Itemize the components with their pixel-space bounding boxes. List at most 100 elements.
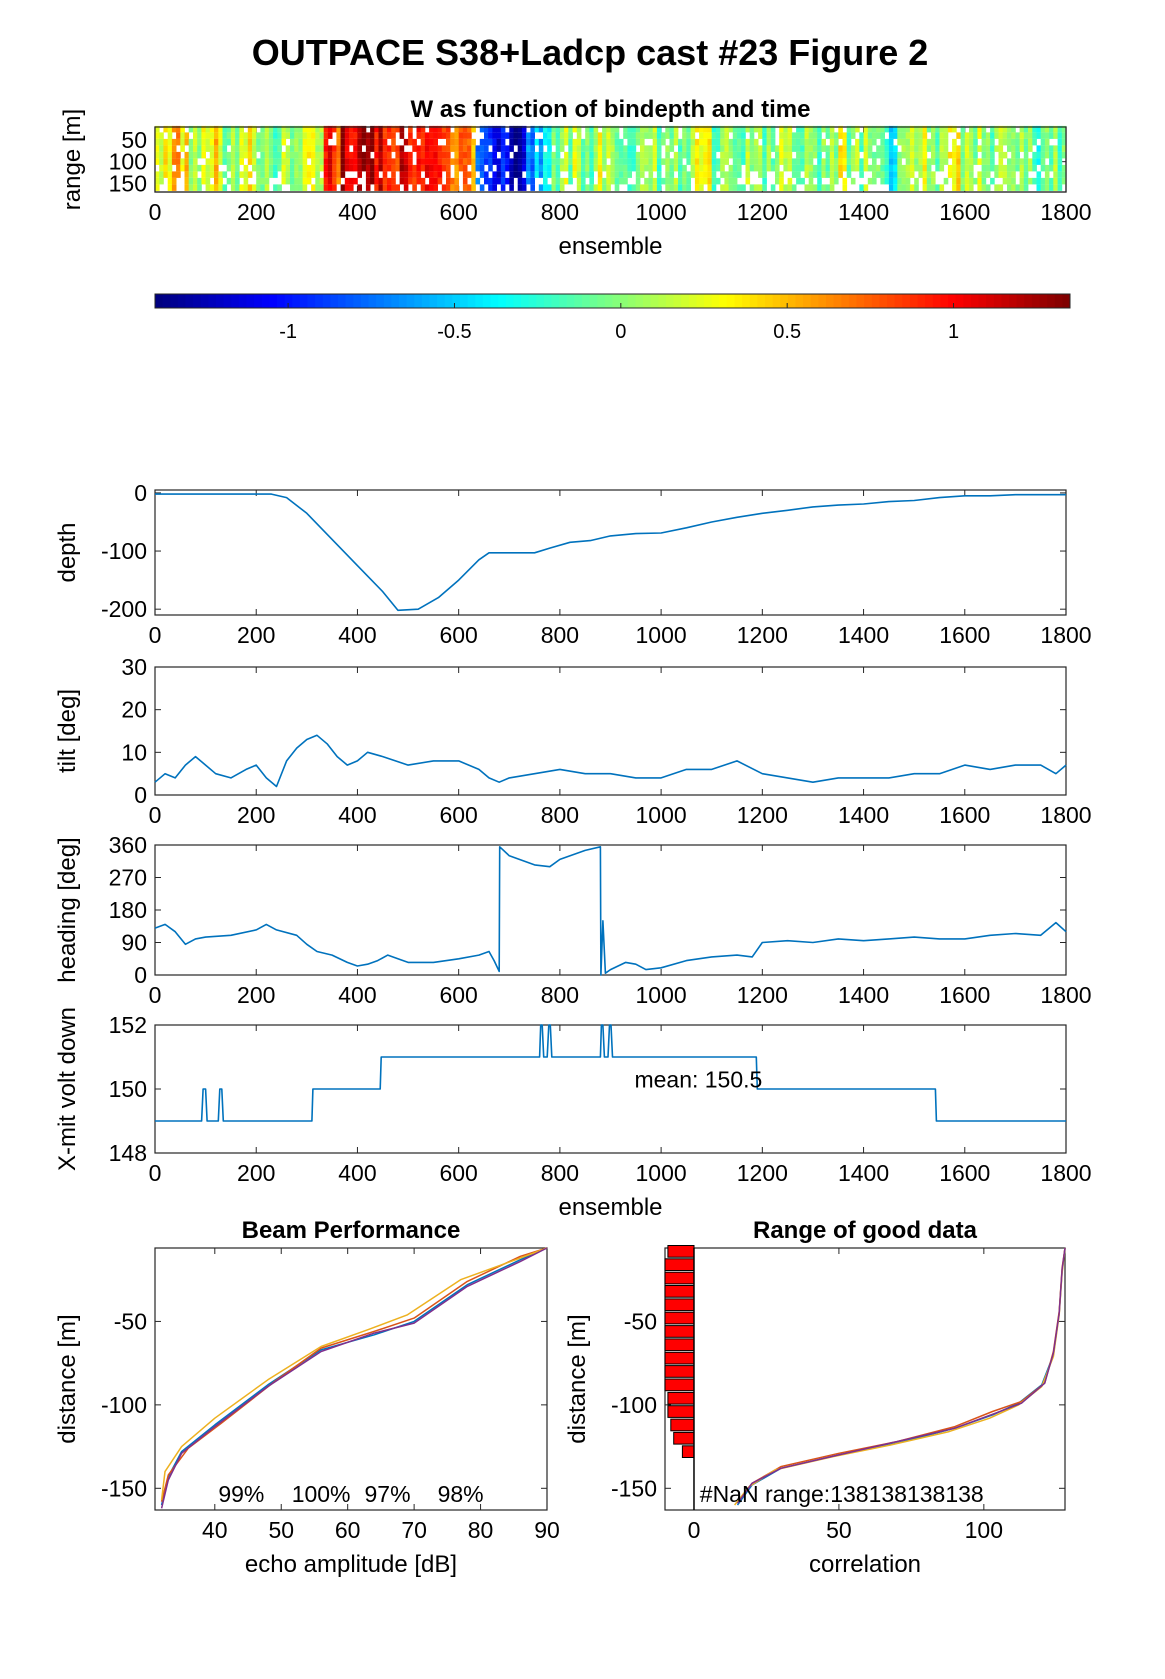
colorbar-swatch xyxy=(368,294,377,308)
heatmap-cell xyxy=(969,184,974,191)
heatmap-cell xyxy=(530,158,535,165)
heatmap-cell xyxy=(678,158,683,165)
heatmap-cell xyxy=(656,184,662,191)
heatmap-cell xyxy=(378,145,384,152)
heatmap-cell xyxy=(644,132,649,139)
heatmap-cell xyxy=(547,184,552,191)
heatmap-cell xyxy=(876,145,881,152)
nan-range-bar xyxy=(664,1378,695,1392)
heatmap-cell xyxy=(239,132,244,139)
colorbar-swatch xyxy=(1001,294,1010,308)
heatmap-cell xyxy=(315,158,320,165)
heatmap-cell xyxy=(424,151,430,159)
heatmap-cell xyxy=(918,164,923,172)
heatmap-cell xyxy=(201,132,206,139)
heatmap-cell xyxy=(859,164,864,172)
heatmap-cell xyxy=(564,158,569,165)
heatmap-cell xyxy=(783,164,788,172)
heatmap-cell xyxy=(500,184,506,191)
heatmap-cell xyxy=(981,177,987,185)
heatmap-cell xyxy=(690,145,696,152)
heatmap-cell xyxy=(690,125,696,133)
heatmap-cell xyxy=(294,151,299,159)
heatmap-cell xyxy=(176,132,181,139)
heatmap-cell xyxy=(467,151,472,159)
heatmap-cell xyxy=(720,151,725,159)
nan-range-bar xyxy=(664,1325,695,1338)
heatmap-cell xyxy=(581,138,586,146)
x-tick-label: 1400 xyxy=(838,982,889,1008)
heatmap-cell xyxy=(260,132,265,139)
heatmap-cell xyxy=(256,145,261,152)
heatmap-cell xyxy=(1049,164,1054,172)
heatmap-cell xyxy=(344,164,350,172)
heatmap-cell xyxy=(1040,125,1046,133)
heatmap-cell xyxy=(829,151,835,159)
heatmap-cell xyxy=(597,184,603,191)
heatmap-cell xyxy=(703,164,708,172)
heatmap-cell xyxy=(1044,145,1050,152)
heatmap-cell xyxy=(838,125,843,133)
heatmap-cell xyxy=(724,132,729,139)
heatmap-cell xyxy=(1057,125,1063,133)
heatmap-cell xyxy=(969,132,974,139)
heatmap-cell xyxy=(732,151,738,159)
heatmap-cell xyxy=(597,158,603,165)
heatmap-cell xyxy=(623,151,628,159)
heatmap-cell xyxy=(323,132,329,139)
heatmap-cell xyxy=(686,151,691,159)
heatmap-cell xyxy=(640,158,645,165)
colorbar-swatch xyxy=(155,294,164,308)
heatmap-cell xyxy=(214,145,219,152)
heatmap-cell xyxy=(602,164,607,172)
heatmap-cell xyxy=(812,138,818,146)
heatmap-cell xyxy=(290,184,295,191)
heatmap-cell xyxy=(931,132,936,139)
heatmap-cell xyxy=(922,164,928,172)
colorbar-swatch xyxy=(871,294,880,308)
heatmap-cell xyxy=(564,177,569,185)
beam-percent-label: 99% xyxy=(218,1481,264,1507)
x-tick-label: 400 xyxy=(338,982,376,1008)
heatmap-cell xyxy=(239,158,244,165)
heatmap-cell xyxy=(446,125,451,133)
heatmap-cell xyxy=(424,145,430,152)
heatmap-cell xyxy=(576,145,582,152)
heatmap-cell xyxy=(446,184,451,191)
x-tick-label: 90 xyxy=(534,1517,560,1543)
heatmap-cell xyxy=(437,125,443,133)
heatmap-cell xyxy=(876,132,881,139)
heatmap-cell xyxy=(264,164,270,172)
y-tick-label: 0 xyxy=(134,782,147,808)
heatmap-cell xyxy=(867,138,873,146)
heatmap-cell xyxy=(408,125,413,133)
colorbar-swatch xyxy=(955,294,964,308)
heatmap-cell xyxy=(631,164,637,172)
heatmap-cell xyxy=(239,171,244,178)
heatmap-cell xyxy=(804,125,810,133)
heatmap-cell xyxy=(433,158,438,165)
x-tick-label: 800 xyxy=(541,622,579,648)
heatmap-cell xyxy=(821,158,826,165)
x-tick-label: 70 xyxy=(401,1517,427,1543)
heatmap-cell xyxy=(1023,158,1029,165)
heatmap-cell xyxy=(294,177,299,185)
heatmap-cell xyxy=(973,145,978,152)
heatmap-cell xyxy=(576,138,582,146)
heatmap-cell xyxy=(635,177,641,185)
heatmap-cell xyxy=(446,158,451,165)
heatmap-cell xyxy=(901,125,907,133)
heatmap-cell xyxy=(230,125,236,133)
heatmap-cell xyxy=(399,151,405,159)
heatmap-cell xyxy=(985,132,991,139)
heatmap-cell xyxy=(707,177,713,185)
heatmap-cell xyxy=(741,138,746,146)
heatmap-cell xyxy=(323,125,329,133)
heatmap-cell xyxy=(1057,132,1063,139)
heatmap-cell xyxy=(905,145,911,152)
heatmap-cell xyxy=(1007,164,1012,172)
heatmap-cell xyxy=(370,164,375,172)
heatmap-cell xyxy=(336,125,341,133)
heatmap-cell xyxy=(256,164,261,172)
heatmap-cell xyxy=(627,125,632,133)
